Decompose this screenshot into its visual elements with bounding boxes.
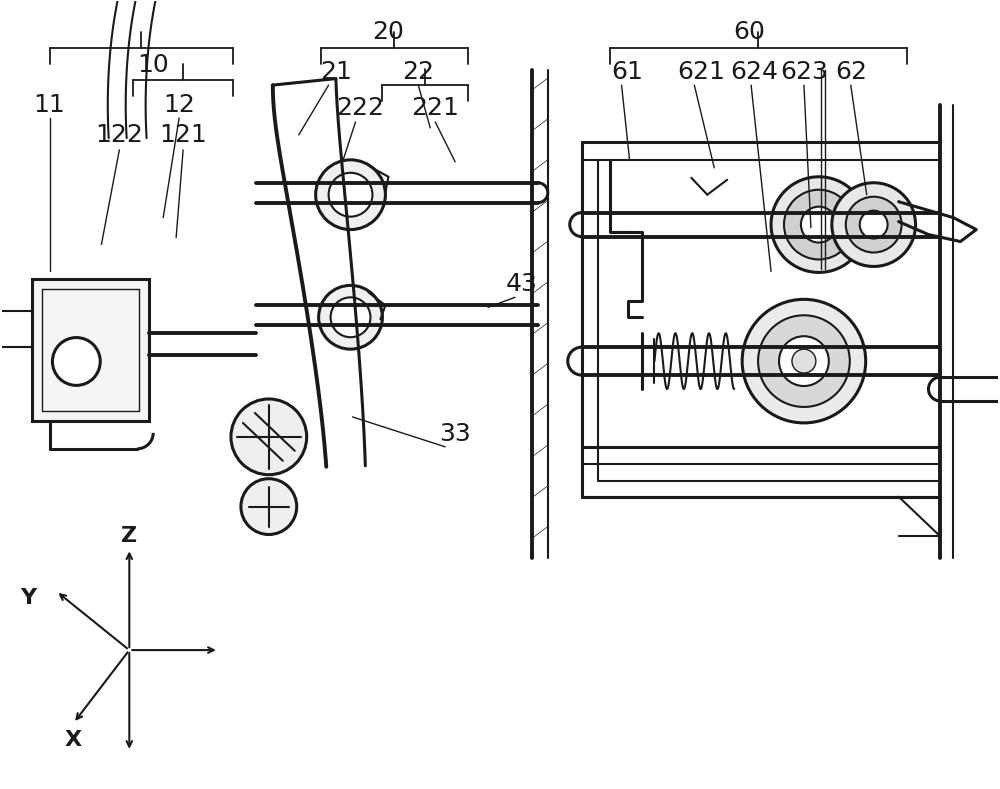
Text: 222: 222 bbox=[336, 96, 384, 120]
Circle shape bbox=[52, 338, 100, 385]
Circle shape bbox=[771, 177, 867, 272]
Text: X: X bbox=[65, 730, 82, 750]
Text: 33: 33 bbox=[439, 422, 471, 446]
Text: 62: 62 bbox=[835, 60, 867, 84]
Text: 21: 21 bbox=[320, 60, 352, 84]
Circle shape bbox=[779, 336, 829, 386]
Text: 221: 221 bbox=[411, 96, 459, 120]
Circle shape bbox=[860, 211, 888, 238]
Text: 43: 43 bbox=[506, 272, 538, 297]
Text: 12: 12 bbox=[163, 93, 195, 117]
Circle shape bbox=[316, 160, 385, 230]
Circle shape bbox=[331, 297, 370, 337]
Text: Y: Y bbox=[21, 589, 37, 608]
Text: 10: 10 bbox=[137, 53, 169, 77]
Circle shape bbox=[742, 299, 866, 423]
Circle shape bbox=[241, 479, 297, 534]
Text: 60: 60 bbox=[733, 21, 765, 44]
Text: Z: Z bbox=[121, 526, 137, 547]
Text: 624: 624 bbox=[730, 60, 778, 84]
Text: 11: 11 bbox=[34, 93, 65, 117]
Circle shape bbox=[784, 189, 854, 260]
Text: 122: 122 bbox=[95, 123, 143, 147]
Text: 22: 22 bbox=[402, 60, 434, 84]
Text: 121: 121 bbox=[159, 123, 207, 147]
Circle shape bbox=[758, 316, 850, 407]
Text: 621: 621 bbox=[677, 60, 725, 84]
Circle shape bbox=[329, 173, 372, 217]
Text: 623: 623 bbox=[780, 60, 828, 84]
Circle shape bbox=[231, 399, 307, 475]
Circle shape bbox=[846, 196, 902, 252]
Text: 61: 61 bbox=[612, 60, 643, 84]
Circle shape bbox=[792, 350, 816, 373]
Text: 20: 20 bbox=[372, 21, 404, 44]
Circle shape bbox=[319, 286, 382, 350]
FancyBboxPatch shape bbox=[32, 279, 149, 421]
Circle shape bbox=[801, 207, 837, 242]
Circle shape bbox=[832, 183, 916, 267]
